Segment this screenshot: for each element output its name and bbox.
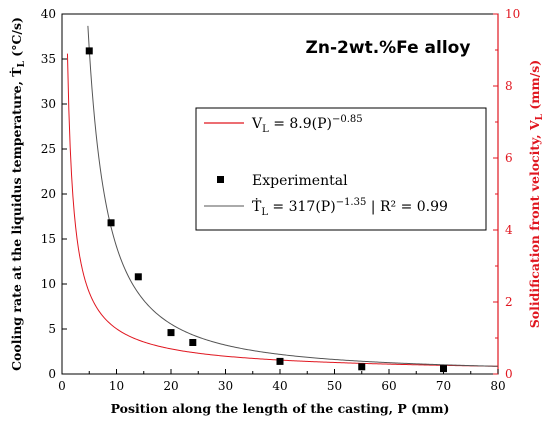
y-right-tick-label: 4	[505, 223, 513, 237]
chart-title: Zn-2wt.%Fe alloy	[306, 38, 471, 58]
y-left-tick-label: 20	[41, 187, 56, 201]
y-left-tick-label: 10	[41, 277, 56, 291]
x-tick-label: 40	[272, 379, 287, 393]
series-line-t	[87, 25, 499, 367]
data-point	[440, 365, 447, 373]
experimental-points	[85, 47, 447, 373]
legend-label-t: ṪL = 317(P)−1.35 | R² = 0.99	[252, 197, 448, 218]
x-tick-label: 20	[163, 379, 178, 393]
legend-box	[195, 107, 487, 231]
y-right-tick-label: 8	[505, 79, 513, 93]
x-tick-label: 80	[490, 379, 505, 393]
data-point	[358, 363, 366, 371]
x-axis-label: Position along the length of the casting…	[111, 401, 450, 416]
y-left-tick-label: 30	[41, 97, 56, 111]
y-right-tick-label: 10	[505, 7, 520, 21]
x-tick-label: 10	[109, 379, 124, 393]
data-point	[276, 357, 284, 365]
data-point	[134, 273, 142, 281]
y-right-tick-label: 0	[505, 367, 513, 381]
y-left-tick-label: 40	[41, 7, 56, 21]
y-right-tick-label: 6	[505, 151, 513, 165]
legend-swatch-experimental	[217, 176, 224, 183]
x-tick-label: 0	[58, 379, 66, 393]
legend-label-experimental: Experimental	[252, 173, 348, 189]
legend: VL = 8.9(P)−0.85 Experimental ṪL = 317(P…	[195, 107, 487, 231]
y-left-tick-label: 15	[41, 232, 56, 246]
y-left-tick-label: 0	[48, 367, 56, 381]
y-right-tick-label: 2	[505, 295, 513, 309]
x-axis-ticks: 0 10 20 30 40 50 60 70 80	[58, 369, 506, 393]
data-point	[167, 329, 175, 337]
left-axis-ticks: 0 5 10 15 20 25 30 35 40	[41, 7, 67, 381]
data-point	[85, 47, 93, 55]
y-left-tick-label: 5	[48, 322, 56, 336]
right-axis-ticks: 0 2 4 6 8 10	[493, 7, 520, 381]
legend-label-v: VL = 8.9(P)−0.85	[251, 114, 363, 135]
y-left-tick-label: 35	[41, 52, 56, 66]
x-tick-label: 50	[327, 379, 342, 393]
x-tick-label: 70	[436, 379, 451, 393]
x-tick-label: 60	[381, 379, 396, 393]
y-left-tick-label: 25	[41, 142, 56, 156]
x-tick-label: 30	[218, 379, 233, 393]
y-axis-label-left: Cooling rate at the liquidus temperature…	[9, 17, 27, 371]
data-point	[107, 219, 115, 227]
data-point	[189, 339, 197, 346]
y-axis-label-right: Solidification front velocity, VL (mm/s)	[527, 60, 545, 328]
